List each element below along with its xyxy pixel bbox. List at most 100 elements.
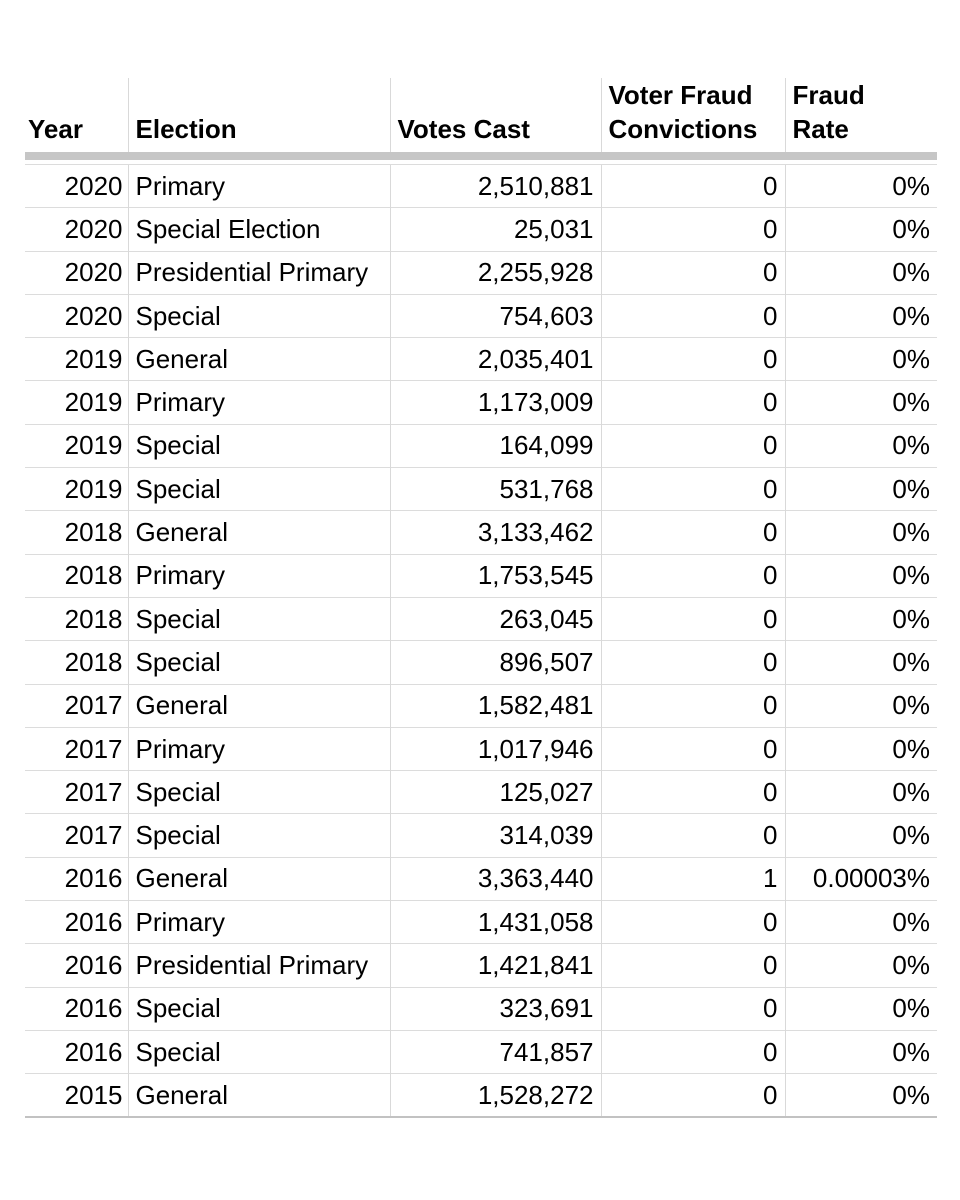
header-separator-bar [25, 152, 937, 160]
table-row: 2016 Presidential Primary 1,421,841 0 0% [25, 943, 937, 988]
year-cell: 2016 [25, 900, 128, 944]
election-cell: Presidential Primary [127, 943, 390, 988]
year-cell: 2018 [25, 553, 128, 598]
table-row: 2020 Primary 2,510,881 0 0% [25, 163, 937, 208]
votes-cast-cell: 1,421,841 [389, 943, 601, 988]
table-body: 2020 Primary 2,510,881 0 0% 2020 Special Elect… [25, 163, 937, 1119]
year-cell: 2016 [25, 1029, 128, 1074]
votes-cast-cell: 314,039 [389, 813, 601, 858]
year-cell: 2016 [25, 943, 128, 988]
election-cell: Primary [127, 726, 390, 771]
year-cell: 2017 [25, 726, 128, 771]
fraud-rate-cell: 0% [784, 337, 937, 381]
table-row: 2020 Special 754,603 0 0% [25, 293, 937, 338]
votes-cast-cell: 3,133,462 [389, 510, 601, 555]
year-cell: 2017 [25, 770, 128, 814]
election-cell: Special [127, 423, 390, 468]
year-cell: 2015 [25, 1073, 128, 1119]
votes-cast-cell: 1,753,545 [389, 553, 601, 598]
convictions-cell: 0 [600, 337, 785, 381]
election-cell: Special [127, 1029, 390, 1074]
table-row: 2020 Special Election 25,031 0 0% [25, 207, 937, 252]
table-row: 2018 Primary 1,753,545 0 0% [25, 553, 937, 598]
votes-cast-cell: 2,255,928 [389, 250, 601, 295]
votes-cast-cell: 1,173,009 [389, 380, 601, 425]
election-cell: Presidential Primary [127, 250, 390, 295]
convictions-cell: 0 [600, 596, 785, 641]
votes-cast-cell: 263,045 [389, 596, 601, 641]
convictions-cell: 0 [600, 380, 785, 425]
election-cell: Special [127, 986, 390, 1031]
table-row: 2019 Special 531,768 0 0% [25, 467, 937, 511]
election-cell: Special [127, 293, 390, 338]
convictions-cell: 0 [600, 163, 785, 208]
convictions-cell: 0 [600, 250, 785, 295]
table-row: 2020 Presidential Primary 2,255,928 0 0% [25, 250, 937, 295]
table-row: 2017 Primary 1,017,946 0 0% [25, 726, 937, 771]
election-cell: Primary [127, 900, 390, 944]
election-cell: Special [127, 813, 390, 858]
table-row: 2016 Primary 1,431,058 0 0% [25, 900, 937, 944]
election-cell: Special Election [127, 207, 390, 252]
year-cell: 2019 [25, 467, 128, 511]
year-cell: 2019 [25, 380, 128, 425]
year-cell: 2020 [25, 250, 128, 295]
fraud-rate-cell: 0% [784, 207, 937, 252]
election-cell: Special [127, 770, 390, 814]
election-fraud-table: Year Election Votes Cast Voter Fraud Con… [25, 78, 937, 1119]
convictions-cell: 0 [600, 293, 785, 338]
convictions-cell: 0 [600, 207, 785, 252]
votes-cast-cell: 754,603 [389, 293, 601, 338]
votes-cast-cell: 3,363,440 [389, 856, 601, 901]
fraud-rate-cell: 0% [784, 553, 937, 598]
year-cell: 2018 [25, 640, 128, 685]
table-row: 2017 Special 125,027 0 0% [25, 770, 937, 814]
table-row: 2016 General 3,363,440 1 0.00003% [25, 856, 937, 901]
votes-cast-cell: 125,027 [389, 770, 601, 814]
fraud-rate-cell: 0% [784, 1029, 937, 1074]
year-cell: 2020 [25, 207, 128, 252]
year-cell: 2020 [25, 293, 128, 338]
election-cell: General [127, 683, 390, 728]
fraud-rate-cell: 0.00003% [784, 856, 937, 901]
year-cell: 2017 [25, 813, 128, 858]
table-row: 2017 General 1,582,481 0 0% [25, 683, 937, 728]
table-row: 2018 Special 263,045 0 0% [25, 596, 937, 641]
table-row: 2016 Special 741,857 0 0% [25, 1029, 937, 1074]
election-cell: Special [127, 640, 390, 685]
header-cell-votes-cast: Votes Cast [389, 78, 601, 152]
table-row: 2018 Special 896,507 0 0% [25, 640, 937, 685]
votes-cast-cell: 2,035,401 [389, 337, 601, 381]
fraud-rate-cell: 0% [784, 293, 937, 338]
votes-cast-cell: 896,507 [389, 640, 601, 685]
fraud-rate-cell: 0% [784, 640, 937, 685]
votes-cast-cell: 25,031 [389, 207, 601, 252]
fraud-rate-cell: 0% [784, 986, 937, 1031]
election-cell: Special [127, 467, 390, 511]
fraud-rate-cell: 0% [784, 163, 937, 208]
votes-cast-cell: 323,691 [389, 986, 601, 1031]
convictions-cell: 0 [600, 640, 785, 685]
votes-cast-cell: 531,768 [389, 467, 601, 511]
year-cell: 2018 [25, 596, 128, 641]
convictions-cell: 0 [600, 986, 785, 1031]
fraud-rate-cell: 0% [784, 467, 937, 511]
fraud-rate-cell: 0% [784, 1073, 937, 1119]
convictions-cell: 1 [600, 856, 785, 901]
fraud-rate-cell: 0% [784, 250, 937, 295]
fraud-rate-cell: 0% [784, 423, 937, 468]
votes-cast-cell: 1,017,946 [389, 726, 601, 771]
header-cell-election: Election [127, 78, 390, 152]
convictions-cell: 0 [600, 813, 785, 858]
convictions-cell: 0 [600, 1029, 785, 1074]
election-cell: Special [127, 596, 390, 641]
votes-cast-cell: 741,857 [389, 1029, 601, 1074]
header-row: Year Election Votes Cast Voter Fraud Con… [25, 78, 937, 152]
fraud-rate-cell: 0% [784, 813, 937, 858]
convictions-cell: 0 [600, 770, 785, 814]
votes-cast-cell: 1,528,272 [389, 1073, 601, 1119]
fraud-rate-cell: 0% [784, 683, 937, 728]
fraud-rate-cell: 0% [784, 770, 937, 814]
header-cell-year: Year [28, 114, 83, 144]
fraud-rate-cell: 0% [784, 726, 937, 771]
